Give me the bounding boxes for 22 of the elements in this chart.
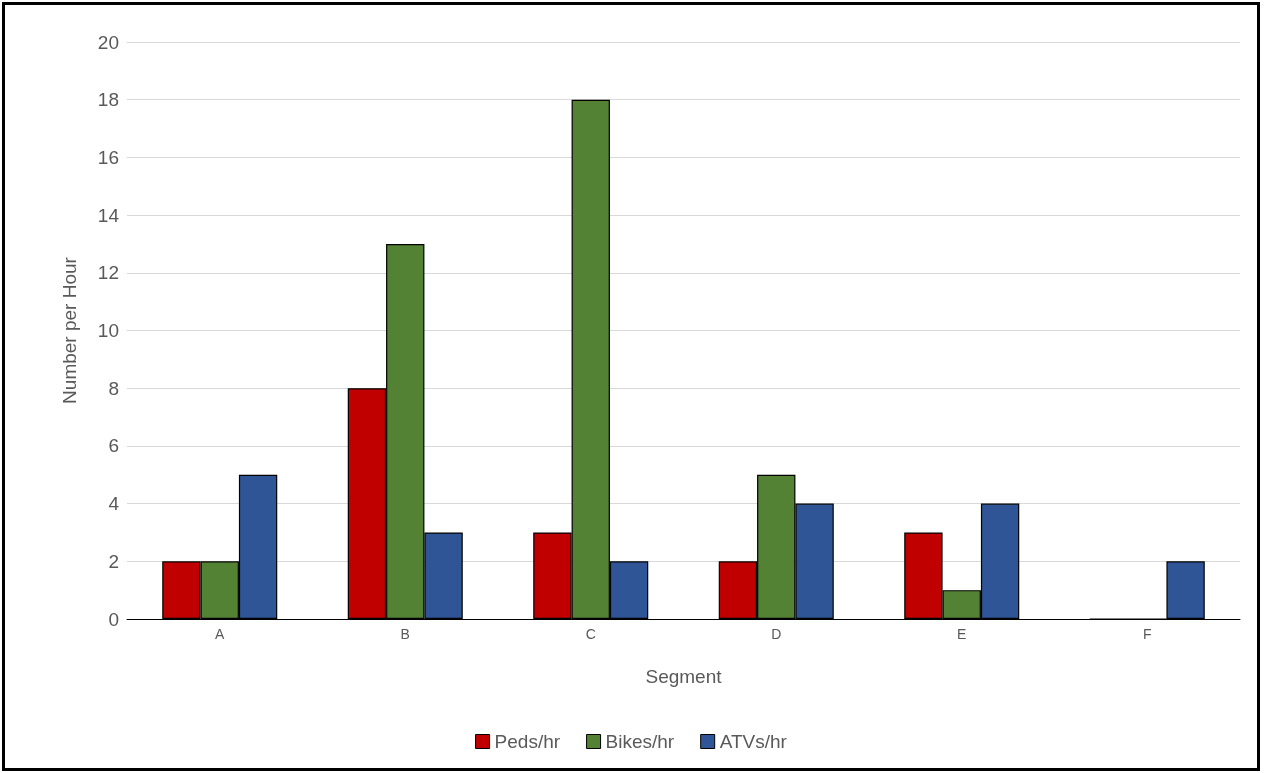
x-tick-label: F <box>1142 626 1152 642</box>
x-tick-label: A <box>215 626 226 642</box>
legend-label: Bikes/hr <box>605 731 675 752</box>
y-tick-label: 0 <box>108 608 119 630</box>
x-tick-label: B <box>400 626 410 642</box>
x-tick-label: E <box>957 626 967 642</box>
x-axis-title: Segment <box>645 666 723 687</box>
y-tick-label: 20 <box>97 31 119 53</box>
y-axis-title: Number per Hour <box>59 256 80 404</box>
y-tick-label: 8 <box>108 377 119 399</box>
y-tick-label: 2 <box>108 550 119 572</box>
y-tick-label: 16 <box>97 146 119 168</box>
legend-label: ATVs/hr <box>719 731 788 752</box>
y-tick-label: 12 <box>97 262 119 284</box>
y-tick-label: 6 <box>108 435 119 457</box>
x-tick-label: C <box>585 626 596 642</box>
y-tick-label: 4 <box>108 493 120 515</box>
x-tick-label: D <box>771 626 782 642</box>
y-tick-label: 14 <box>97 204 120 226</box>
y-tick-label: 18 <box>97 89 119 111</box>
legend-label: Peds/hr <box>494 731 561 752</box>
y-tick-label: 10 <box>97 320 119 341</box>
